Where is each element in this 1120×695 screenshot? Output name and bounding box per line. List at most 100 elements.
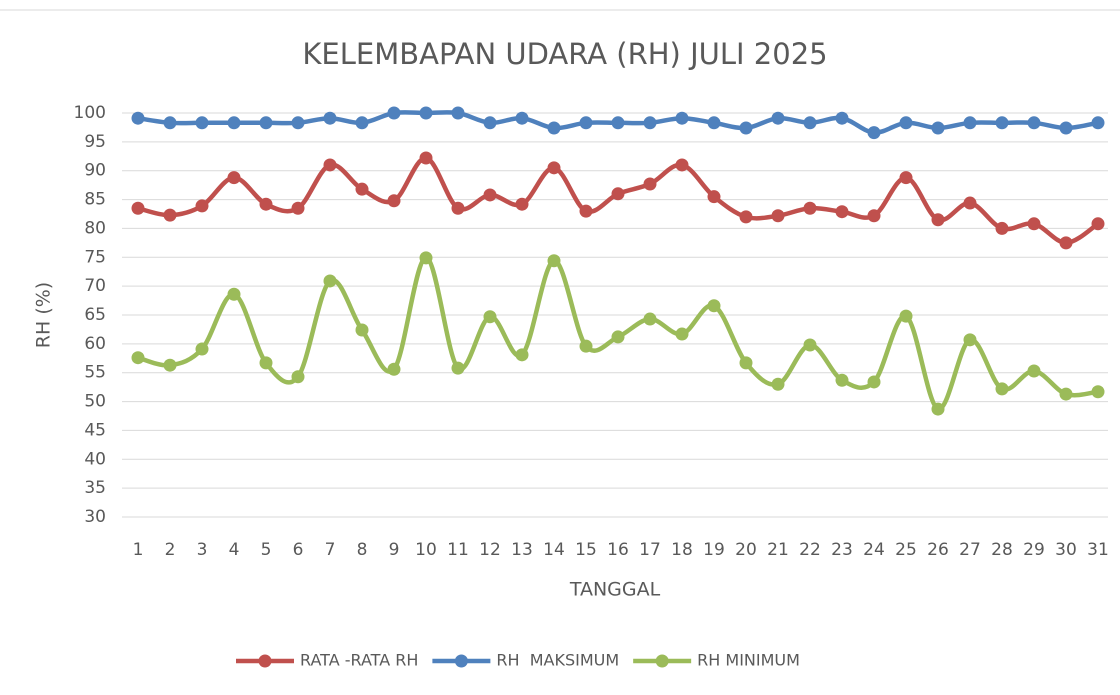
data-point	[163, 208, 177, 222]
data-point	[1059, 121, 1073, 135]
data-point	[707, 299, 721, 313]
x-tick-label: 9	[389, 540, 400, 560]
data-point	[835, 373, 849, 387]
x-tick-label: 18	[671, 540, 693, 560]
data-point	[259, 356, 273, 370]
data-point	[387, 362, 401, 376]
chart-title: KELEMBAPAN UDARA (RH) JULI 2025	[302, 37, 827, 71]
x-tick-label: 20	[735, 540, 757, 560]
data-point	[611, 330, 625, 344]
x-tick-label: 3	[197, 540, 208, 560]
data-point	[995, 221, 1009, 235]
data-point	[355, 116, 369, 130]
data-point	[611, 116, 625, 130]
x-tick-label: 13	[511, 540, 533, 560]
data-point	[515, 197, 529, 211]
data-point	[387, 194, 401, 208]
x-tick-label: 17	[639, 540, 661, 560]
data-point	[227, 116, 241, 130]
x-tick-label: 27	[959, 540, 981, 560]
data-point	[771, 209, 785, 223]
data-point	[1027, 116, 1041, 130]
x-tick-label: 4	[229, 540, 240, 560]
legend-label: RH MAKSIMUM	[496, 651, 619, 670]
data-point	[931, 402, 945, 416]
data-point	[803, 338, 817, 352]
data-point	[899, 309, 913, 323]
data-point	[451, 361, 465, 375]
x-tick-label: 11	[447, 540, 469, 560]
data-point	[515, 348, 529, 362]
data-point	[1059, 387, 1073, 401]
data-point	[387, 106, 401, 120]
x-tick-label: 26	[927, 540, 949, 560]
y-tick-label: 90	[84, 161, 106, 181]
data-point	[835, 205, 849, 219]
x-tick-label: 19	[703, 540, 725, 560]
x-tick-label: 14	[543, 540, 565, 560]
data-point	[867, 126, 881, 140]
y-tick-label: 95	[84, 132, 106, 152]
legend-marker	[655, 654, 669, 668]
data-point	[547, 161, 561, 175]
data-point	[291, 370, 305, 384]
data-point	[483, 116, 497, 130]
y-tick-label: 30	[84, 507, 106, 527]
data-point	[547, 121, 561, 135]
data-point	[707, 190, 721, 204]
data-point	[163, 358, 177, 372]
x-tick-label: 28	[991, 540, 1013, 560]
y-tick-label: 80	[84, 218, 106, 238]
data-point	[931, 121, 945, 135]
data-point	[131, 111, 145, 125]
y-tick-label: 55	[84, 363, 106, 383]
data-point	[739, 121, 753, 135]
y-tick-label: 100	[74, 103, 106, 123]
data-point	[1091, 385, 1105, 399]
data-point	[195, 342, 209, 356]
legend-marker	[258, 654, 272, 668]
data-point	[835, 111, 849, 125]
data-point	[1027, 364, 1041, 378]
data-point	[995, 116, 1009, 130]
legend-label: RH MINIMUM	[697, 651, 800, 670]
data-point	[259, 197, 273, 211]
x-axis-label: TANGGAL	[569, 579, 661, 601]
data-point	[1059, 236, 1073, 250]
data-point	[643, 177, 657, 191]
data-point	[515, 111, 529, 125]
data-point	[963, 116, 977, 130]
data-point	[995, 382, 1009, 396]
data-point	[643, 116, 657, 130]
data-point	[1027, 217, 1041, 231]
data-point	[131, 201, 145, 215]
y-tick-label: 65	[84, 305, 106, 325]
x-tick-label: 7	[325, 540, 336, 560]
legend-label: RATA -RATA RH	[300, 651, 418, 670]
data-point	[227, 171, 241, 185]
y-tick-label: 85	[84, 190, 106, 210]
data-point	[163, 116, 177, 130]
data-point	[195, 116, 209, 130]
data-point	[291, 116, 305, 130]
data-point	[131, 351, 145, 365]
data-point	[963, 196, 977, 210]
data-point	[771, 377, 785, 391]
data-point	[675, 158, 689, 172]
x-tick-label: 12	[479, 540, 501, 560]
data-point	[579, 204, 593, 218]
x-tick-label: 22	[799, 540, 821, 560]
x-tick-label: 15	[575, 540, 597, 560]
data-point	[323, 111, 337, 125]
data-point	[579, 339, 593, 353]
x-tick-label: 5	[261, 540, 272, 560]
data-point	[739, 210, 753, 224]
data-point	[483, 188, 497, 202]
data-point	[355, 323, 369, 337]
x-tick-label: 2	[165, 540, 176, 560]
x-tick-label: 23	[831, 540, 853, 560]
data-point	[579, 116, 593, 130]
data-point	[291, 201, 305, 215]
data-point	[899, 171, 913, 185]
